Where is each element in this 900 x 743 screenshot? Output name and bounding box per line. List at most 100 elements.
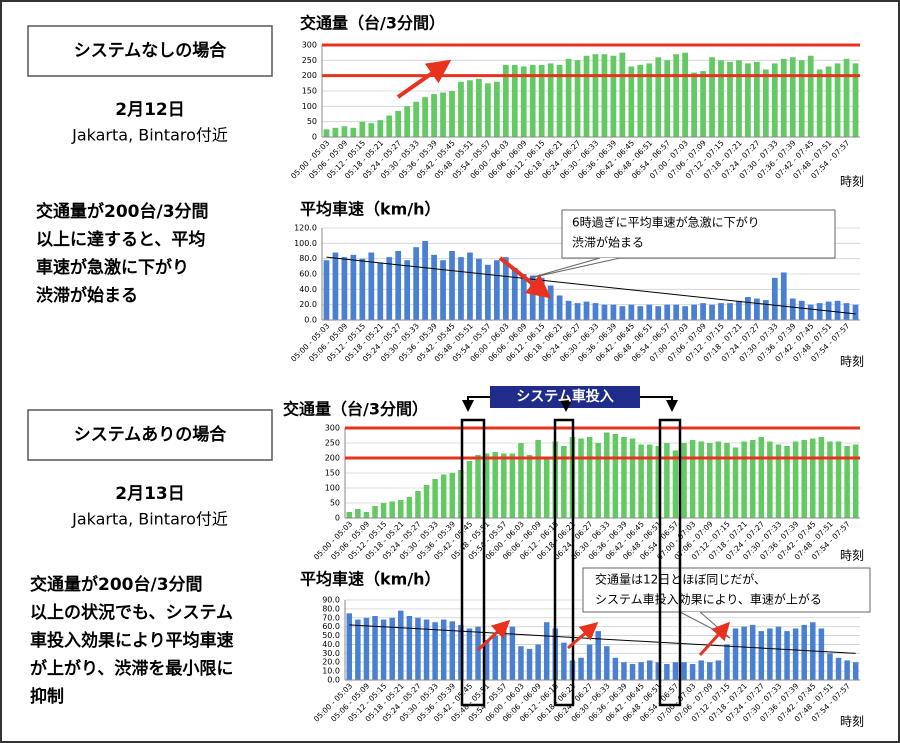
bar: [561, 642, 567, 680]
bar: [672, 662, 679, 680]
section-text: 車速が急激に下がり: [36, 257, 189, 278]
y-tick-label: 0.0: [304, 316, 317, 325]
section-text: 車投入効果により平均車速: [30, 630, 234, 651]
y-tick-label: 80.0: [322, 604, 340, 613]
bar: [767, 628, 773, 680]
chart-title: 交通量（台/3分間）: [283, 400, 428, 419]
y-tick-label: 0: [335, 514, 340, 523]
bar: [789, 57, 796, 138]
bar: [449, 473, 456, 518]
bar: [724, 443, 730, 518]
bar: [852, 662, 859, 680]
bar: [406, 616, 413, 680]
bar: [825, 66, 832, 137]
bar: [583, 55, 590, 137]
bar: [332, 127, 339, 137]
section-heading: システムなしの場合: [74, 40, 227, 61]
bar: [377, 120, 384, 137]
bar: [816, 303, 823, 320]
section-text: 渋滞が始まる: [36, 285, 138, 306]
bar: [762, 69, 769, 137]
bar: [707, 662, 713, 680]
heading-box: [27, 25, 273, 77]
bar: [440, 474, 447, 518]
x-axis-label: 時刻: [840, 175, 864, 189]
bar: [595, 631, 601, 680]
y-tick-label: 40.0: [299, 285, 317, 294]
bar: [556, 64, 563, 137]
bar: [610, 55, 617, 137]
bar: [691, 304, 697, 320]
bar: [610, 304, 617, 320]
bar: [681, 662, 687, 680]
bar: [547, 63, 554, 137]
bar: [501, 453, 507, 518]
bar: [483, 453, 490, 518]
bar: [601, 304, 608, 320]
bar: [807, 55, 814, 137]
y-tick-label: 150: [325, 469, 340, 478]
section-text: 抑制: [30, 686, 64, 707]
bar: [664, 664, 670, 680]
bar: [758, 631, 765, 680]
bar: [449, 621, 456, 680]
bar: [621, 437, 627, 518]
y-tick-label: 70.0: [322, 613, 340, 622]
bar: [520, 66, 527, 137]
bar: [355, 509, 361, 518]
bar: [736, 60, 742, 138]
bar: [386, 115, 393, 137]
bar: [586, 644, 593, 680]
y-tick-label: 150: [302, 87, 317, 96]
bar: [386, 257, 393, 320]
bar: [655, 306, 662, 320]
bar: [467, 80, 473, 137]
bar: [483, 640, 490, 680]
bar: [595, 443, 601, 518]
bar: [323, 129, 330, 137]
y-tick-label: 100.0: [294, 239, 317, 248]
bar: [511, 64, 518, 137]
bar: [852, 304, 859, 320]
bar: [332, 252, 339, 320]
bar: [372, 506, 378, 518]
bar: [664, 443, 670, 518]
bar: [844, 660, 850, 680]
bar: [377, 262, 384, 320]
bar: [485, 83, 491, 137]
bar: [827, 441, 833, 518]
bar: [509, 453, 516, 518]
bar: [492, 635, 498, 680]
bar: [380, 619, 387, 680]
bar: [415, 491, 421, 518]
bar: [395, 110, 402, 137]
bar: [574, 60, 581, 138]
bar: [346, 512, 353, 518]
bar: [700, 303, 706, 320]
bar: [843, 58, 850, 137]
bar: [741, 626, 747, 680]
bar: [341, 126, 348, 137]
bar: [749, 624, 756, 680]
bar: [798, 300, 805, 320]
y-tick-label: 40.0: [322, 640, 340, 649]
bar: [432, 622, 438, 680]
bar: [547, 285, 554, 320]
bar: [323, 260, 330, 320]
bar: [736, 300, 742, 320]
bar: [689, 664, 696, 680]
bar: [520, 274, 527, 320]
bar: [538, 64, 545, 137]
bar: [612, 434, 619, 518]
bar: [440, 92, 446, 137]
bar: [646, 63, 653, 137]
bar: [707, 443, 713, 518]
bar: [816, 69, 823, 137]
bar: [501, 631, 507, 680]
bar: [673, 304, 680, 320]
bar: [511, 267, 518, 320]
bar: [586, 437, 593, 518]
bar: [565, 58, 572, 137]
bar: [363, 512, 370, 518]
bar: [355, 619, 361, 680]
